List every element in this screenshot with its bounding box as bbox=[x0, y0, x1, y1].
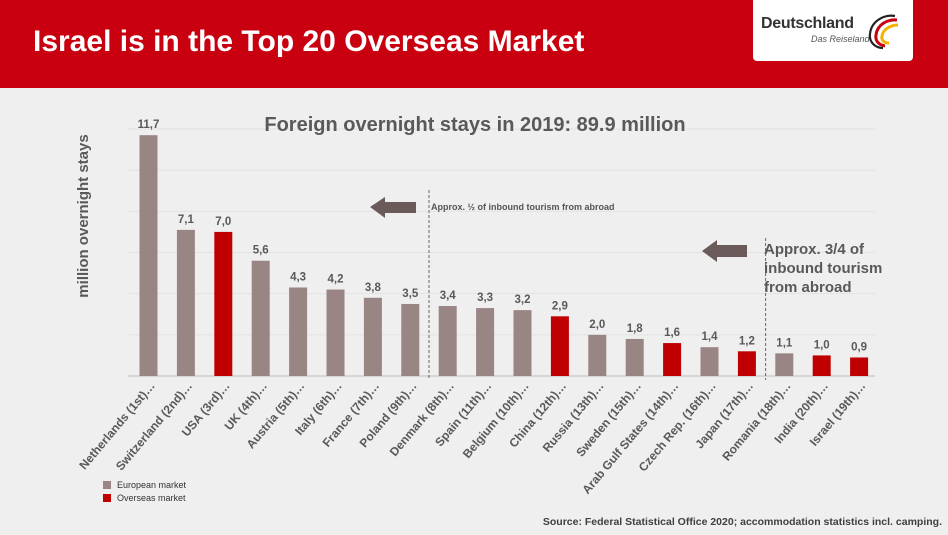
annotation-three-quarter-line: Approx. 3/4 of bbox=[764, 241, 865, 258]
annotation-half: Approx. ½ of inbound tourism from abroad bbox=[431, 202, 615, 212]
bar bbox=[401, 303, 420, 376]
legend-swatch-overseas bbox=[103, 493, 111, 502]
legend-label-overseas: Overseas market bbox=[117, 492, 186, 503]
arrow-left-icon bbox=[370, 197, 416, 218]
legend-item-overseas: Overseas market bbox=[103, 491, 186, 504]
category-label: Sweden (15th)… bbox=[573, 379, 644, 460]
page-title: Israel is in the Top 20 Overseas Market bbox=[33, 25, 585, 58]
annotation-three-quarter-line: from abroad bbox=[764, 279, 852, 296]
bar-value-label: 5,6 bbox=[253, 245, 269, 257]
chart-panel bbox=[0, 88, 948, 535]
bar-value-label: 3,5 bbox=[402, 288, 419, 300]
bar bbox=[363, 297, 382, 376]
logo: Deutschland Das Reiseland bbox=[753, 0, 913, 61]
bar-value-label: 1,4 bbox=[702, 331, 719, 343]
bar bbox=[438, 306, 457, 376]
arrow-left-icon bbox=[702, 240, 747, 262]
bar bbox=[625, 338, 644, 376]
bar-value-label: 0,9 bbox=[851, 341, 867, 353]
bar-value-label: 4,2 bbox=[328, 274, 344, 286]
bar-value-label: 11,7 bbox=[138, 119, 160, 131]
bar bbox=[176, 229, 195, 376]
bar bbox=[251, 260, 270, 376]
bar bbox=[326, 289, 345, 376]
chart-title: Foreign overnight stays in 2019: 89.9 mi… bbox=[264, 114, 685, 136]
bar bbox=[214, 231, 233, 376]
bar-value-label: 1,1 bbox=[776, 337, 793, 349]
bar bbox=[850, 357, 869, 376]
logo-wordmark: Deutschland bbox=[761, 15, 854, 32]
bar-value-label: 3,8 bbox=[365, 282, 382, 294]
bar bbox=[476, 308, 495, 376]
bar-value-label: 1,2 bbox=[739, 335, 755, 347]
bar bbox=[513, 310, 532, 376]
legend-swatch-european bbox=[103, 480, 111, 489]
logo-tagline: Das Reiseland bbox=[811, 34, 870, 44]
bar bbox=[550, 316, 569, 376]
bar-value-label: 3,2 bbox=[515, 294, 531, 306]
annotation-three-quarter-line: inbound tourism bbox=[764, 260, 882, 277]
bar bbox=[737, 351, 756, 376]
bar bbox=[139, 135, 158, 376]
bar-value-label: 4,3 bbox=[290, 271, 306, 283]
bar-value-label: 7,1 bbox=[178, 214, 195, 226]
bar-value-label: 2,0 bbox=[589, 319, 605, 331]
bar-value-label: 7,0 bbox=[215, 216, 231, 228]
bar bbox=[289, 287, 308, 376]
category-label: Denmark (8th)… bbox=[387, 379, 457, 459]
bar-value-label: 1,8 bbox=[627, 323, 644, 335]
source-note: Source: Federal Statistical Office 2020;… bbox=[542, 516, 942, 528]
bar-value-label: 3,3 bbox=[477, 292, 493, 304]
bar bbox=[700, 347, 719, 376]
legend-item-european: European market bbox=[103, 478, 186, 491]
bar bbox=[775, 353, 794, 376]
bar-value-label: 3,4 bbox=[440, 290, 457, 302]
bar-value-label: 2,9 bbox=[552, 300, 568, 312]
category-label: Romania (18th)… bbox=[719, 379, 793, 464]
bar bbox=[588, 334, 607, 376]
legend: European market Overseas market bbox=[103, 478, 186, 504]
y-axis-label: million overnight stays bbox=[75, 134, 92, 297]
bar bbox=[663, 343, 682, 376]
bar-value-label: 1,0 bbox=[814, 339, 830, 351]
logo-swoosh-icon bbox=[868, 14, 899, 50]
bar-value-label: 1,6 bbox=[664, 327, 680, 339]
category-label: Belgium (10th)… bbox=[460, 379, 532, 461]
bar bbox=[812, 355, 831, 376]
legend-label-european: European market bbox=[117, 479, 187, 490]
